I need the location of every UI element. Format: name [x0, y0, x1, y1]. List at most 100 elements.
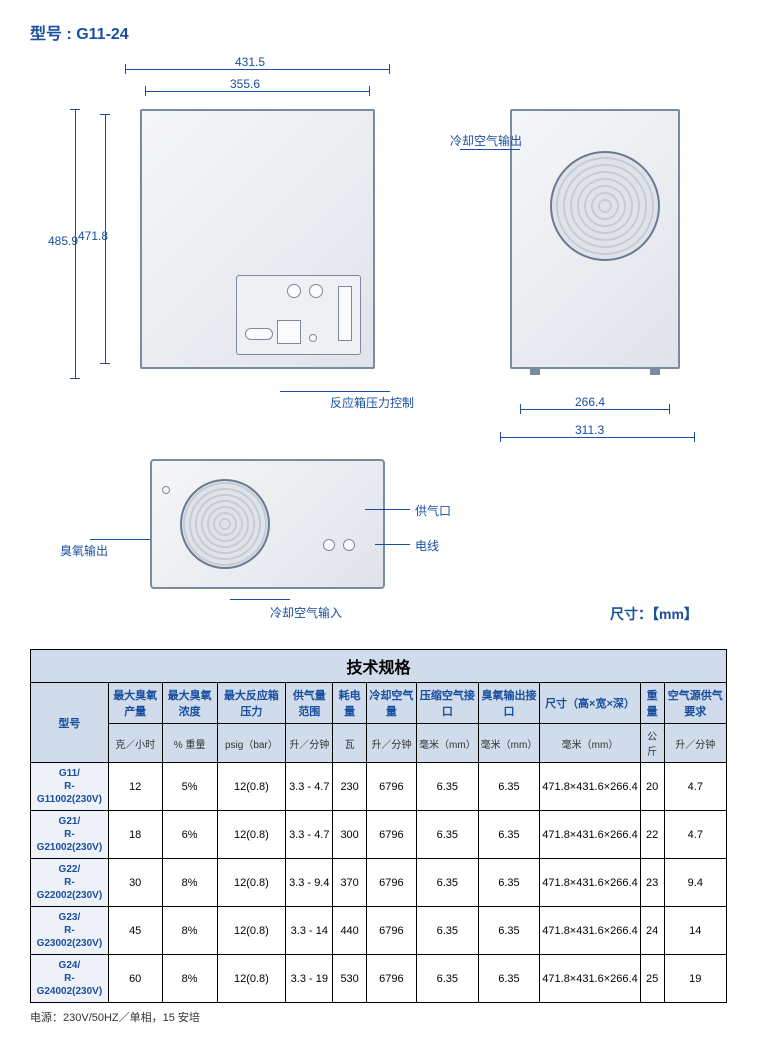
- unit-cooling: 升／分钟: [366, 724, 416, 763]
- dim-side-inner: 266.4: [575, 395, 605, 409]
- hdr-model: 型号: [31, 683, 109, 763]
- fan-grille-bottom: [180, 479, 270, 569]
- unit-gas-flow: 升／分钟: [286, 724, 333, 763]
- panel-slot: [338, 286, 352, 341]
- cell-data: 6.35: [478, 859, 540, 907]
- cell-data: 19: [664, 955, 726, 1003]
- unit-comp-port: 毫米（mm）: [417, 724, 479, 763]
- dim-line-side-outer: [500, 437, 695, 438]
- cell-data: 6796: [366, 811, 416, 859]
- hdr-comp-port: 压缩空气接口: [417, 683, 479, 724]
- side-foot-l: [530, 367, 540, 375]
- dim-line-side-inner: [520, 409, 670, 410]
- cell-data: 6%: [162, 811, 217, 859]
- fan-grille-side: [550, 151, 660, 261]
- cell-data: 9.4: [664, 859, 726, 907]
- leader-cable: [375, 544, 410, 545]
- dim-left-outer: 485.9: [48, 234, 78, 248]
- cell-data: 6.35: [478, 763, 540, 811]
- cell-data: 22: [640, 811, 664, 859]
- callout-ozone-out: 臭氧输出: [60, 542, 108, 559]
- panel-knob-2: [309, 284, 323, 298]
- hdr-air-req: 空气源供气要求: [664, 683, 726, 724]
- cell-data: 3.3 - 4.7: [286, 763, 333, 811]
- cell-data: 6.35: [478, 955, 540, 1003]
- model-header: 型号 : G11-24: [30, 20, 727, 44]
- callout-gas-port: 供气口: [415, 502, 451, 519]
- cell-model: G23/R-G23002(230V): [31, 907, 109, 955]
- cell-data: 6.35: [417, 763, 479, 811]
- table-row: G24/R-G24002(230V)608%12(0.8)3.3 - 19530…: [31, 955, 727, 1003]
- front-control-panel: [236, 275, 361, 355]
- table-row: G22/R-G22002(230V)308%12(0.8)3.3 - 9.437…: [31, 859, 727, 907]
- cell-model: G11/R-G11002(230V): [31, 763, 109, 811]
- cell-data: 6.35: [417, 859, 479, 907]
- hdr-cooling: 冷却空气量: [366, 683, 416, 724]
- cell-data: 6796: [366, 907, 416, 955]
- cell-data: 6796: [366, 763, 416, 811]
- cell-data: 471.8×431.6×266.4: [540, 811, 640, 859]
- cell-data: 60: [108, 955, 162, 1003]
- hdr-ozone-port: 臭氧输出接口: [478, 683, 540, 724]
- cell-data: 18: [108, 811, 162, 859]
- cell-data: 471.8×431.6×266.4: [540, 763, 640, 811]
- spec-table-body: G11/R-G11002(230V)125%12(0.8)3.3 - 4.723…: [31, 763, 727, 1003]
- table-row: G11/R-G11002(230V)125%12(0.8)3.3 - 4.723…: [31, 763, 727, 811]
- cell-data: 3.3 - 19: [286, 955, 333, 1003]
- unit-ozone-port: 毫米（mm）: [478, 724, 540, 763]
- cell-data: 4.7: [664, 763, 726, 811]
- hdr-weight: 重量: [640, 683, 664, 724]
- bottom-view: [150, 459, 385, 589]
- cell-data: 6.35: [417, 811, 479, 859]
- unit-air-req: 升／分钟: [664, 724, 726, 763]
- hdr-dims: 尺寸（高×宽×深）: [540, 683, 640, 724]
- panel-knob-1: [287, 284, 301, 298]
- leader-ozone: [90, 539, 150, 540]
- cell-data: 8%: [162, 907, 217, 955]
- dim-top-inner: 355.6: [230, 77, 260, 91]
- side-view: [510, 109, 680, 369]
- unit-weight: 公斤: [640, 724, 664, 763]
- table-row: G23/R-G23002(230V)458%12(0.8)3.3 - 14440…: [31, 907, 727, 955]
- bottom-dot: [162, 486, 170, 494]
- callout-cooling-in: 冷却空气输入: [270, 604, 342, 621]
- cell-data: 45: [108, 907, 162, 955]
- cell-data: 370: [333, 859, 366, 907]
- callout-reaction-pressure: 反应箱压力控制: [330, 394, 414, 411]
- technical-drawing: 431.5 355.6 471.8 485.9 反应箱压力控制 冷却空气输出 2…: [30, 59, 727, 629]
- callout-cooling-out: 冷却空气输出: [450, 132, 522, 149]
- cell-data: 6.35: [478, 811, 540, 859]
- dim-top-outer: 431.5: [235, 55, 265, 69]
- cell-data: 30: [108, 859, 162, 907]
- panel-led: [309, 334, 317, 342]
- unit-power: 瓦: [333, 724, 366, 763]
- cell-data: 530: [333, 955, 366, 1003]
- cell-model: G21/R-G21002(230V): [31, 811, 109, 859]
- cell-data: 12(0.8): [217, 955, 286, 1003]
- leader-reaction: [280, 391, 390, 392]
- hdr-pressure: 最大反应箱压力: [217, 683, 286, 724]
- dim-line-top-outer: [125, 69, 390, 70]
- power-footnote: 电源：230V/50HZ／单相，15 安培: [30, 1009, 727, 1025]
- unit-ozone-output: 克／小时: [108, 724, 162, 763]
- cell-data: 6796: [366, 859, 416, 907]
- spec-title: 技术规格: [31, 650, 727, 683]
- cell-data: 12(0.8): [217, 859, 286, 907]
- hdr-power: 耗电量: [333, 683, 366, 724]
- cell-data: 12(0.8): [217, 907, 286, 955]
- cell-data: 25: [640, 955, 664, 1003]
- unit-ozone-conc: % 重量: [162, 724, 217, 763]
- hdr-gas-flow: 供气量范围: [286, 683, 333, 724]
- cell-data: 6.35: [417, 955, 479, 1003]
- hdr-ozone-conc: 最大臭氧浓度: [162, 683, 217, 724]
- bottom-port-1: [323, 539, 335, 551]
- table-unit-row: 克／小时 % 重量 psig（bar） 升／分钟 瓦 升／分钟 毫米（mm） 毫…: [31, 724, 727, 763]
- cell-data: 12(0.8): [217, 763, 286, 811]
- panel-display: [277, 320, 301, 344]
- callout-cable: 电线: [415, 537, 439, 554]
- cell-data: 23: [640, 859, 664, 907]
- cell-data: 24: [640, 907, 664, 955]
- unit-pressure: psig（bar）: [217, 724, 286, 763]
- cell-model: G24/R-G24002(230V): [31, 955, 109, 1003]
- panel-label: [245, 328, 273, 340]
